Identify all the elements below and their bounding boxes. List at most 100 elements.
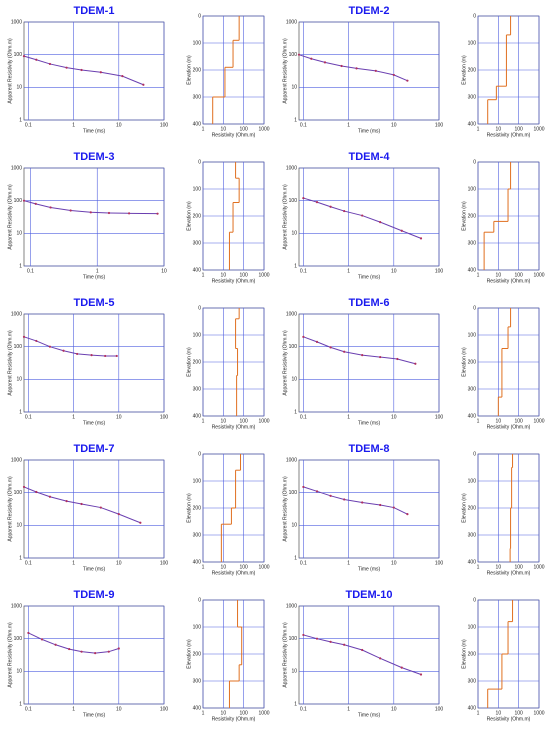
data-point — [35, 339, 38, 343]
x-tick-label: 1 — [347, 268, 350, 274]
y-tick-label: 1 — [19, 263, 22, 269]
data-point — [392, 506, 395, 509]
y-axis-label: Elevation (m) — [461, 55, 467, 85]
data-point — [302, 196, 305, 200]
y-tick-label: 400 — [468, 559, 477, 565]
y-tick-label: 0 — [473, 159, 476, 165]
x-tick-label: 100 — [514, 710, 523, 716]
y-tick-label: 100 — [14, 198, 23, 204]
y-tick-label: 200 — [193, 651, 202, 657]
data-point — [315, 490, 319, 493]
data-point — [117, 513, 120, 516]
y-tick-label: 1000 — [11, 165, 22, 171]
x-tick-label: 10 — [391, 414, 397, 420]
y-axis-label: Elevation (m) — [461, 347, 467, 377]
y-tick-label: 100 — [468, 478, 477, 484]
data-point — [329, 346, 332, 349]
y-tick-label: 0 — [198, 451, 201, 457]
y-tick-label: 100 — [289, 344, 298, 350]
y-tick-label: 100 — [193, 624, 202, 630]
y-tick-label: 1000 — [286, 19, 297, 25]
y-tick-label: 100 — [289, 52, 298, 58]
x-axis-label: Resistivity (Ohm.m) — [212, 132, 256, 138]
x-tick-label: 1000 — [533, 126, 544, 132]
plot-area — [298, 459, 440, 559]
y-tick-label: 1 — [19, 117, 22, 123]
x-tick-label: 10 — [221, 564, 227, 570]
y-tick-label: 1000 — [286, 603, 297, 609]
data-point — [22, 485, 26, 489]
plot-area — [23, 459, 165, 559]
x-tick-label: 1000 — [258, 272, 269, 278]
x-tick-label: 0.1 — [300, 560, 307, 566]
y-tick-label: 1000 — [11, 19, 22, 25]
y-tick-label: 200 — [468, 67, 477, 73]
chart-title: TDEM-2 — [349, 5, 390, 17]
y-tick-label: 300 — [193, 94, 202, 100]
y-tick-label: 200 — [193, 67, 202, 73]
y-tick-label: 1 — [19, 701, 22, 707]
data-point — [374, 69, 377, 72]
data-point — [343, 498, 346, 501]
y-tick-label: 200 — [468, 359, 477, 365]
data-point — [99, 71, 102, 74]
x-tick-label: 100 — [160, 706, 169, 712]
data-point — [379, 355, 382, 359]
y-tick-label: 1000 — [286, 457, 297, 463]
data-point — [48, 345, 52, 348]
x-tick-label: 1000 — [533, 418, 544, 424]
data-point — [379, 657, 382, 660]
data-point — [361, 501, 364, 504]
plot-area — [298, 167, 440, 267]
data-point — [400, 666, 403, 669]
chart-title: TDEM-7 — [74, 443, 115, 455]
y-tick-label: 100 — [193, 40, 202, 46]
y-tick-label: 10 — [16, 85, 22, 91]
x-tick-label: 1 — [477, 126, 480, 132]
y-axis-label: Apparent Resistivity (Ohm.m) — [7, 476, 13, 542]
data-point — [400, 229, 403, 232]
y-tick-label: 1 — [294, 409, 297, 415]
x-tick-label: 1 — [202, 272, 205, 278]
y-tick-label: 0 — [198, 597, 201, 603]
x-tick-label: 10 — [391, 706, 397, 712]
y-tick-label: 300 — [193, 386, 202, 392]
data-point — [302, 335, 305, 338]
x-tick-label: 100 — [514, 564, 523, 570]
x-axis-label: Resistivity (Ohm.m) — [487, 570, 531, 576]
x-axis-label: Time (ms) — [83, 128, 106, 134]
y-tick-label: 100 — [289, 490, 298, 496]
y-tick-label: 10 — [291, 669, 297, 675]
data-point — [127, 212, 131, 215]
data-point — [414, 362, 417, 365]
y-tick-label: 100 — [289, 636, 298, 642]
y-tick-label: 400 — [193, 559, 202, 565]
x-axis-label: Resistivity (Ohm.m) — [487, 716, 531, 722]
y-tick-label: 300 — [468, 240, 477, 246]
x-tick-label: 0.1 — [300, 268, 307, 274]
data-point — [361, 214, 364, 217]
x-tick-label: 100 — [160, 414, 169, 420]
sounding-curve — [303, 634, 422, 675]
data-point — [69, 209, 72, 212]
x-tick-label: 10 — [116, 560, 122, 566]
x-tick-label: 100 — [239, 710, 248, 716]
data-point — [89, 211, 92, 214]
y-axis-label: Apparent Resistivity (Ohm.m) — [282, 476, 288, 542]
data-point — [379, 221, 382, 224]
x-tick-label: 1000 — [258, 418, 269, 424]
y-axis-label: Apparent Resistivity (Ohm.m) — [282, 184, 288, 250]
data-point — [156, 212, 159, 215]
data-point — [302, 485, 305, 489]
y-tick-label: 400 — [193, 121, 202, 127]
data-point — [302, 633, 305, 637]
y-tick-label: 400 — [468, 705, 477, 711]
y-axis-label: Elevation (m) — [461, 639, 467, 669]
plot-area — [23, 313, 165, 413]
chart-title: TDEM-8 — [349, 443, 390, 455]
y-axis-label: Elevation (m) — [186, 201, 192, 231]
y-tick-label: 1000 — [11, 603, 22, 609]
data-point — [419, 673, 423, 676]
y-axis-label: Elevation (m) — [461, 493, 467, 523]
